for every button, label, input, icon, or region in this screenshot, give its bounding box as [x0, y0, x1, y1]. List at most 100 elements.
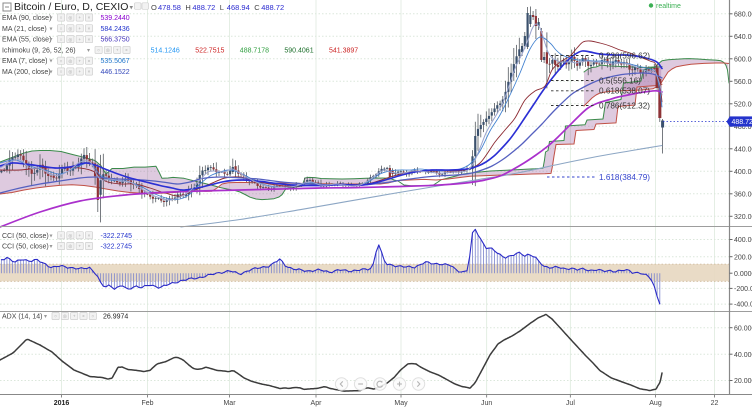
svg-text:488.72: 488.72 [732, 119, 752, 126]
svg-text:Bitcoin / Euro, D, CEXIO: Bitcoin / Euro, D, CEXIO [14, 1, 128, 13]
svg-text:640.00: 640.00 [734, 34, 752, 41]
svg-text:400.00: 400.00 [734, 237, 752, 244]
svg-text:0.618(538.07): 0.618(538.07) [599, 87, 650, 96]
svg-text:▾: ▾ [50, 16, 53, 22]
svg-text:▾: ▾ [50, 70, 53, 76]
svg-text:488.72: 488.72 [261, 3, 284, 12]
svg-text:Jun: Jun [481, 400, 492, 407]
svg-text:Aug: Aug [649, 400, 662, 407]
svg-text:×: × [88, 15, 91, 20]
svg-text:L: L [220, 3, 224, 12]
svg-text:0.786(512.32): 0.786(512.32) [599, 101, 650, 110]
svg-text:514.1246: 514.1246 [151, 47, 180, 54]
svg-text:539.2440: 539.2440 [101, 15, 130, 22]
svg-text:+: + [78, 244, 81, 249]
svg-text:×: × [88, 26, 91, 31]
svg-text:0.236(596.62): 0.236(596.62) [599, 51, 650, 60]
svg-text:◎: ◎ [68, 58, 73, 63]
svg-text:+: + [78, 15, 81, 20]
svg-text:×: × [125, 48, 128, 53]
svg-text:Jul: Jul [566, 400, 575, 407]
svg-text:522.7515: 522.7515 [195, 47, 224, 54]
svg-text:O: O [151, 3, 157, 12]
svg-text:×: × [88, 37, 91, 42]
svg-text:566.3750: 566.3750 [101, 37, 130, 44]
svg-text:○: ○ [60, 244, 63, 249]
svg-text:360.00: 360.00 [734, 191, 752, 198]
svg-text:May: May [394, 400, 408, 407]
svg-text:◎: ◎ [63, 314, 68, 319]
svg-text:C: C [254, 3, 260, 12]
svg-text:EMA (55, close): EMA (55, close) [2, 37, 51, 44]
svg-text:Apr: Apr [311, 400, 323, 407]
svg-text:EMA (7, close): EMA (7, close) [2, 58, 48, 65]
svg-text:MA (21, close): MA (21, close) [2, 26, 47, 33]
svg-text:CCI (50, close): CCI (50, close) [2, 233, 49, 240]
svg-text:Feb: Feb [141, 400, 153, 407]
svg-text:600.00: 600.00 [734, 56, 752, 63]
svg-text:520.00: 520.00 [734, 101, 752, 108]
svg-text:1.618(384.79): 1.618(384.79) [599, 173, 650, 182]
svg-text:200.00: 200.00 [734, 254, 752, 261]
svg-text:Ichimoku (9, 26, 52, 26): Ichimoku (9, 26, 52, 26) [2, 47, 76, 54]
svg-text:EMA (90, close): EMA (90, close) [2, 15, 51, 22]
svg-text:▾: ▾ [50, 37, 53, 43]
svg-text:×: × [88, 233, 91, 238]
svg-text:+: + [78, 58, 81, 63]
svg-text:H: H [185, 3, 190, 12]
svg-text:○: ○ [97, 48, 100, 53]
svg-text:○: ○ [60, 58, 63, 63]
svg-text:○: ○ [60, 69, 63, 74]
svg-text:468.94: 468.94 [227, 3, 250, 12]
svg-text:◎: ◎ [68, 26, 73, 31]
svg-text:×: × [88, 244, 91, 249]
svg-text:×: × [82, 314, 85, 319]
svg-text:0.0000: 0.0000 [734, 271, 752, 278]
svg-text:-400.0: -400.0 [734, 302, 752, 309]
svg-text:-322.2745: -322.2745 [101, 244, 133, 251]
svg-text:320.00: 320.00 [734, 214, 752, 221]
svg-text:+: + [78, 26, 81, 31]
svg-text:-200.0: -200.0 [734, 286, 752, 293]
svg-text:440.00: 440.00 [734, 146, 752, 153]
svg-text:488.72: 488.72 [192, 3, 215, 12]
svg-text:-322.2745: -322.2745 [101, 233, 133, 240]
svg-text:26.9974: 26.9974 [103, 314, 128, 321]
svg-text:◎: ◎ [68, 244, 73, 249]
svg-text:◎: ◎ [68, 69, 73, 74]
svg-text:446.1522: 446.1522 [101, 69, 130, 76]
svg-text:2016: 2016 [54, 400, 70, 407]
svg-text:Mar: Mar [223, 400, 236, 407]
svg-text:0.5(556.16): 0.5(556.16) [599, 76, 641, 85]
svg-text:478.58: 478.58 [158, 3, 181, 12]
svg-text:realtime: realtime [656, 3, 681, 10]
svg-text:+: + [73, 314, 76, 319]
svg-text:680.00: 680.00 [734, 11, 752, 18]
svg-text:◎: ◎ [68, 15, 73, 20]
svg-text:+: + [78, 69, 81, 74]
svg-text:○: ○ [60, 15, 63, 20]
svg-text:◎: ◎ [68, 233, 73, 238]
svg-text:20.000: 20.000 [734, 378, 752, 385]
svg-text:+: + [78, 37, 81, 42]
svg-text:ADX (14, 14): ADX (14, 14) [2, 314, 42, 321]
svg-text:○: ○ [60, 233, 63, 238]
svg-text:▾: ▾ [50, 26, 53, 32]
svg-text:590.4061: 590.4061 [284, 47, 313, 54]
svg-text:▾: ▾ [44, 314, 47, 320]
svg-text:60.000: 60.000 [734, 325, 752, 332]
svg-text:▾: ▾ [50, 244, 53, 250]
svg-text:▾: ▾ [50, 59, 53, 65]
svg-text:535.5067: 535.5067 [101, 58, 130, 65]
svg-text:○: ○ [91, 314, 94, 319]
svg-text:○: ○ [60, 26, 63, 31]
svg-text:×: × [88, 58, 91, 63]
svg-text:◎: ◎ [106, 48, 111, 53]
svg-text:◎: ◎ [68, 37, 73, 42]
svg-text:480.00: 480.00 [734, 124, 752, 131]
svg-text:+: + [78, 233, 81, 238]
svg-text:▾: ▾ [130, 5, 134, 12]
svg-text:×: × [88, 69, 91, 74]
svg-text:541.3897: 541.3897 [329, 47, 358, 54]
svg-text:488.7178: 488.7178 [240, 47, 269, 54]
